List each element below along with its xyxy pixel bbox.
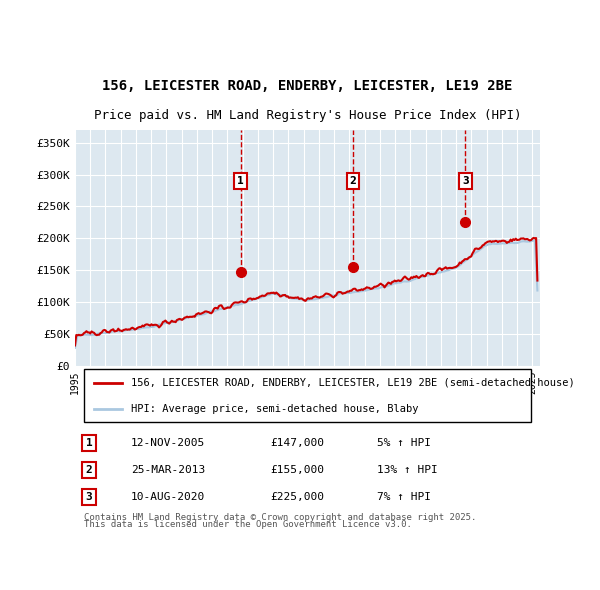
Text: 2: 2: [350, 176, 356, 186]
Text: £225,000: £225,000: [270, 492, 324, 502]
Text: 13% ↑ HPI: 13% ↑ HPI: [377, 465, 438, 475]
Text: 25-MAR-2013: 25-MAR-2013: [131, 465, 205, 475]
Text: 1: 1: [86, 438, 92, 448]
Text: Contains HM Land Registry data © Crown copyright and database right 2025.: Contains HM Land Registry data © Crown c…: [84, 513, 476, 522]
Text: 156, LEICESTER ROAD, ENDERBY, LEICESTER, LE19 2BE: 156, LEICESTER ROAD, ENDERBY, LEICESTER,…: [103, 78, 512, 93]
Text: Price paid vs. HM Land Registry's House Price Index (HPI): Price paid vs. HM Land Registry's House …: [94, 109, 521, 122]
Text: 2: 2: [86, 465, 92, 475]
FancyBboxPatch shape: [84, 369, 531, 422]
Text: 5% ↑ HPI: 5% ↑ HPI: [377, 438, 431, 448]
Text: 3: 3: [462, 176, 469, 186]
Text: £147,000: £147,000: [270, 438, 324, 448]
Text: This data is licensed under the Open Government Licence v3.0.: This data is licensed under the Open Gov…: [84, 520, 412, 529]
Text: HPI: Average price, semi-detached house, Blaby: HPI: Average price, semi-detached house,…: [131, 404, 418, 414]
Text: 156, LEICESTER ROAD, ENDERBY, LEICESTER, LE19 2BE (semi-detached house): 156, LEICESTER ROAD, ENDERBY, LEICESTER,…: [131, 378, 575, 388]
Text: 7% ↑ HPI: 7% ↑ HPI: [377, 492, 431, 502]
Text: 1: 1: [238, 176, 244, 186]
Text: 10-AUG-2020: 10-AUG-2020: [131, 492, 205, 502]
Text: 3: 3: [86, 492, 92, 502]
Text: £155,000: £155,000: [270, 465, 324, 475]
Text: 12-NOV-2005: 12-NOV-2005: [131, 438, 205, 448]
